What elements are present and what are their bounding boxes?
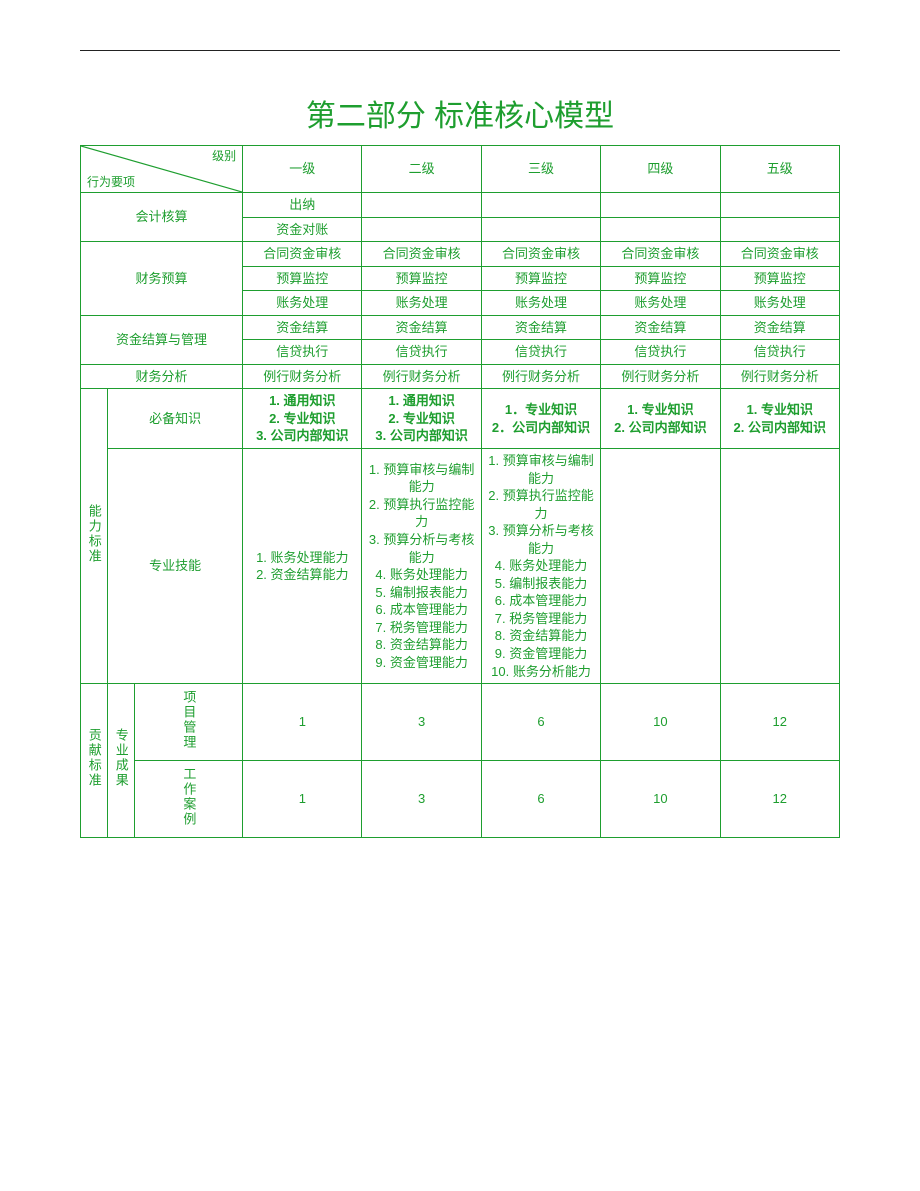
cell: 资金结算 (601, 315, 720, 340)
table-row: 会计核算 出纳 (81, 193, 840, 218)
col-level-1: 一级 (243, 146, 362, 193)
cell (601, 193, 720, 218)
header-diagonal-cell: 级别 行为要项 (81, 146, 243, 193)
cell (720, 217, 839, 242)
cell: 合同资金审核 (243, 242, 362, 267)
cell: 合同资金审核 (362, 242, 481, 267)
cell: 预算监控 (243, 266, 362, 291)
cell: 例行财务分析 (362, 364, 481, 389)
cell: 例行财务分析 (720, 364, 839, 389)
cell: 3 (362, 761, 481, 838)
cell: 例行财务分析 (601, 364, 720, 389)
cell: 信贷执行 (481, 340, 600, 365)
cell: 信贷执行 (720, 340, 839, 365)
section-contribution: 贡献标准 (81, 684, 108, 838)
col-level-3: 三级 (481, 146, 600, 193)
sub-knowledge: 必备知识 (108, 389, 243, 449)
cell: 1. 专业知识2. 公司内部知识 (601, 389, 720, 449)
cell: 10 (601, 684, 720, 761)
cell: 合同资金审核 (601, 242, 720, 267)
table-header-row: 级别 行为要项 一级 二级 三级 四级 五级 (81, 146, 840, 193)
cell: 信贷执行 (362, 340, 481, 365)
cell: 1 (243, 761, 362, 838)
cell: 预算监控 (720, 266, 839, 291)
cell: 12 (720, 761, 839, 838)
section-analysis: 财务分析 (81, 364, 243, 389)
cell: 资金结算 (720, 315, 839, 340)
table-row: 资金结算与管理 资金结算 资金结算 资金结算 资金结算 资金结算 (81, 315, 840, 340)
cell: 账务处理 (720, 291, 839, 316)
sub-pro-result: 专业成果 (108, 684, 135, 838)
cell: 10 (601, 761, 720, 838)
cell: 预算监控 (601, 266, 720, 291)
cell: 预算监控 (362, 266, 481, 291)
cell: 例行财务分析 (481, 364, 600, 389)
cell: 合同资金审核 (720, 242, 839, 267)
col-level-2: 二级 (362, 146, 481, 193)
cell: 例行财务分析 (243, 364, 362, 389)
cell: 资金结算 (362, 315, 481, 340)
cell: 1．专业知识2．公司内部知识 (481, 389, 600, 449)
cell: 资金结算 (481, 315, 600, 340)
cell: 1. 预算审核与编制能力2. 预算执行监控能力3. 预算分析与考核能力4. 账务… (481, 449, 600, 684)
header-level-label: 级别 (212, 148, 236, 164)
cell: 6 (481, 761, 600, 838)
cell: 信贷执行 (243, 340, 362, 365)
cell (720, 449, 839, 684)
sub-case: 工作案例 (135, 761, 243, 838)
cell: 资金对账 (243, 217, 362, 242)
cell: 1. 通用知识2. 专业知识3. 公司内部知识 (243, 389, 362, 449)
cell: 3 (362, 684, 481, 761)
cell (362, 217, 481, 242)
section-budget: 财务预算 (81, 242, 243, 316)
cell: 6 (481, 684, 600, 761)
cell (481, 217, 600, 242)
table-row: 能力标准 必备知识 1. 通用知识2. 专业知识3. 公司内部知识 1. 通用知… (81, 389, 840, 449)
top-rule (80, 50, 840, 51)
section-accounting: 会计核算 (81, 193, 243, 242)
table-row: 贡献标准 专业成果 项目管理 1 3 6 10 12 (81, 684, 840, 761)
cell: 出纳 (243, 193, 362, 218)
cell: 预算监控 (481, 266, 600, 291)
cell: 12 (720, 684, 839, 761)
col-level-5: 五级 (720, 146, 839, 193)
cell: 账务处理 (243, 291, 362, 316)
cell: 1 (243, 684, 362, 761)
cell: 信贷执行 (601, 340, 720, 365)
cell: 1. 通用知识2. 专业知识3. 公司内部知识 (362, 389, 481, 449)
sub-pm: 项目管理 (135, 684, 243, 761)
section-ability: 能力标准 (81, 389, 108, 684)
cell: 账务处理 (362, 291, 481, 316)
page-title: 第二部分 标准核心模型 (80, 91, 840, 135)
header-behavior-label: 行为要项 (87, 174, 135, 190)
cell: 合同资金审核 (481, 242, 600, 267)
table-row: 财务预算 合同资金审核 合同资金审核 合同资金审核 合同资金审核 合同资金审核 (81, 242, 840, 267)
table-row: 工作案例 1 3 6 10 12 (81, 761, 840, 838)
cell: 1. 专业知识2. 公司内部知识 (720, 389, 839, 449)
cell (601, 217, 720, 242)
table-row: 专业技能 1. 账务处理能力2. 资金结算能力 1. 预算审核与编制能力2. 预… (81, 449, 840, 684)
cell: 1. 账务处理能力2. 资金结算能力 (243, 449, 362, 684)
cell (720, 193, 839, 218)
section-settlement: 资金结算与管理 (81, 315, 243, 364)
cell: 资金结算 (243, 315, 362, 340)
cell: 账务处理 (481, 291, 600, 316)
table-row: 财务分析 例行财务分析 例行财务分析 例行财务分析 例行财务分析 例行财务分析 (81, 364, 840, 389)
col-level-4: 四级 (601, 146, 720, 193)
cell: 账务处理 (601, 291, 720, 316)
cell (481, 193, 600, 218)
cell: 1. 预算审核与编制能力2. 预算执行监控能力3. 预算分析与考核能力4. 账务… (362, 449, 481, 684)
cell (601, 449, 720, 684)
sub-skill: 专业技能 (108, 449, 243, 684)
cell (362, 193, 481, 218)
core-model-table: 级别 行为要项 一级 二级 三级 四级 五级 会计核算 出纳 资金对账 (80, 145, 840, 838)
